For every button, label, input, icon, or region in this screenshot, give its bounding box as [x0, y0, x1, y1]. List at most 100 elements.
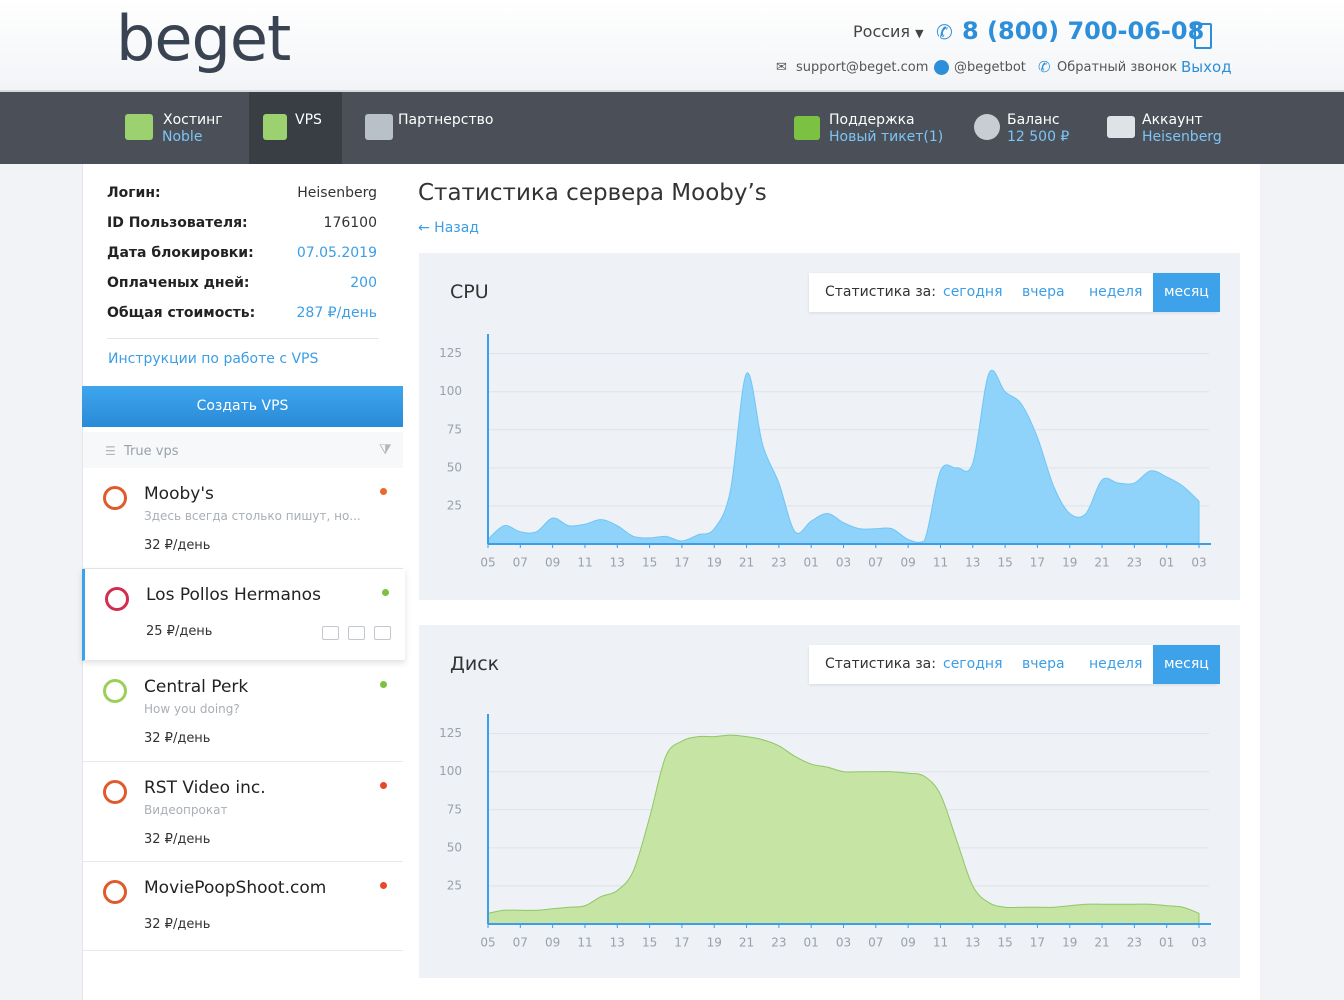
info-value: 200	[350, 275, 377, 291]
nav-title: Баланс	[1007, 112, 1060, 128]
server-card[interactable]: Mooby's Здесь всегда столько пишут, но...…	[83, 468, 403, 569]
period-option[interactable]: вчера	[1022, 656, 1065, 672]
x-tick-label: 17	[674, 556, 689, 570]
x-tick-label: 15	[997, 556, 1012, 570]
x-tick-label: 15	[642, 936, 657, 950]
period-option[interactable]: сегодня	[943, 284, 1003, 300]
y-tick-label: 125	[439, 726, 462, 740]
nav-subtitle: Heisenberg	[1142, 129, 1222, 145]
nav-vps[interactable]: VPS	[249, 92, 342, 164]
nav-balance[interactable]: Баланс 12 500 ₽	[972, 92, 1082, 164]
period-option[interactable]: месяц	[1153, 645, 1220, 684]
x-tick-label: 07	[513, 936, 528, 950]
filter-icon[interactable]: ⧩	[379, 442, 392, 458]
x-tick-label: 07	[868, 936, 883, 950]
os-icon	[103, 679, 127, 703]
nav-title: Аккаунт	[1142, 112, 1203, 128]
nav-title: Партнерство	[398, 112, 494, 128]
email[interactable]: support@beget.com	[796, 60, 929, 75]
area	[487, 734, 1200, 925]
y-tick-label: 25	[447, 498, 462, 512]
phone[interactable]: 8 (800) 700-06-08	[962, 17, 1205, 45]
settings-icon[interactable]	[374, 626, 391, 640]
region-select[interactable]: Россия ▼	[853, 22, 924, 41]
info-label: Логин:	[107, 185, 161, 201]
nav-bar: Хостинг Noble VPS Партнерство Поддержка …	[0, 92, 1344, 164]
nav-partner[interactable]: Партнерство	[362, 92, 502, 164]
x-tick-label: 07	[868, 556, 883, 570]
status-dot	[380, 882, 387, 889]
server-card[interactable]: Central Perk How you doing? 32 ₽/день	[83, 661, 403, 762]
x-tick-label: 21	[739, 556, 754, 570]
x-tick-label: 21	[739, 936, 754, 950]
logout[interactable]: Выход	[1181, 58, 1232, 76]
main: Статистика сервера Mooby’s ← Назад CPU Ст…	[403, 164, 1260, 1000]
x-tick-label: 23	[771, 936, 786, 950]
x-tick-label: 23	[771, 556, 786, 570]
filter-name[interactable]: True vps	[124, 444, 179, 459]
chart: 25 50 75 100 125 05 07 09 11 13 15 17 19 21 23 01 03 07 09…	[439, 334, 1211, 570]
telegram[interactable]: @begetbot	[954, 60, 1026, 75]
callback-icon: ✆	[1038, 58, 1051, 76]
info-label: Оплаченых дней:	[107, 275, 250, 291]
region: Россия	[853, 22, 911, 41]
create-vps-button[interactable]: Создать VPS	[82, 386, 403, 427]
server-description: Здесь всегда столько пишут, но...	[144, 509, 361, 523]
y-tick-label: 100	[439, 764, 462, 778]
x-tick-label: 21	[1094, 936, 1109, 950]
server-card[interactable]: RST Video inc. Видеопрокат 32 ₽/день	[83, 762, 403, 862]
os-icon	[103, 880, 127, 904]
server-card[interactable]: MoviePoopShoot.com 32 ₽/день	[83, 862, 403, 951]
server-description: How you doing?	[144, 702, 240, 716]
folder-icon[interactable]	[348, 626, 365, 640]
email-icon: ✉	[776, 60, 787, 75]
x-tick-label: 13	[610, 556, 625, 570]
status-dot	[382, 589, 389, 596]
telegram-icon	[934, 60, 949, 75]
server-price: 25 ₽/день	[146, 624, 213, 639]
server-name: MoviePoopShoot.com	[144, 878, 327, 898]
period-option[interactable]: сегодня	[943, 656, 1003, 672]
period-option[interactable]: вчера	[1022, 284, 1065, 300]
nav-title: VPS	[295, 112, 322, 128]
x-tick-label: 17	[1030, 936, 1045, 950]
nav-subtitle: 12 500 ₽	[1007, 129, 1070, 145]
period-option[interactable]: неделя	[1089, 656, 1143, 672]
y-tick-label: 125	[439, 346, 462, 360]
logout-icon[interactable]	[1194, 23, 1212, 49]
nav-title: Хостинг	[163, 112, 223, 128]
x-tick-label: 05	[480, 556, 495, 570]
server-description: Видеопрокат	[144, 803, 228, 817]
back-link[interactable]: ← Назад	[418, 220, 479, 236]
info-value: 07.05.2019	[296, 245, 377, 261]
server-card[interactable]: Los Pollos Hermanos 25 ₽/день	[82, 569, 405, 661]
period-filter: Статистика за: сегодня вчера неделя месяц	[809, 645, 1220, 684]
nav-hosting[interactable]: Хостинг Noble	[110, 92, 240, 164]
chart: 25 50 75 100 125 05 07 09 11 13 15 17 19 21 23 01 03 07 09…	[439, 714, 1211, 950]
nav-support[interactable]: Поддержка Новый тикет(1)	[792, 92, 952, 164]
list-icon: ☰	[105, 444, 116, 458]
server-name: Mooby's	[144, 484, 214, 504]
icon	[365, 114, 393, 140]
page-title: Статистика сервера Mooby’s	[418, 180, 767, 206]
info-row: Оплаченых дней: 200	[107, 275, 377, 291]
chart-title: Диск	[450, 653, 500, 675]
info-row: Общая стоимость: 287 ₽/день	[107, 305, 377, 321]
terminal-icon[interactable]	[322, 626, 339, 640]
icon	[974, 114, 1000, 140]
nav-account[interactable]: Аккаунт Heisenberg	[1105, 92, 1235, 164]
period-option[interactable]: месяц	[1153, 273, 1220, 312]
x-tick-label: 03	[836, 936, 851, 950]
x-tick-label: 01	[1159, 936, 1174, 950]
info-value: Heisenberg	[297, 185, 377, 201]
logo[interactable]: beget	[116, 2, 291, 75]
nav-subtitle: Noble	[162, 129, 203, 145]
x-tick-label: 03	[1191, 556, 1206, 570]
callback[interactable]: Обратный звонок	[1057, 60, 1178, 75]
info-value: 176100	[323, 215, 377, 231]
server-price: 32 ₽/день	[144, 731, 211, 746]
y-tick-label: 25	[447, 878, 462, 892]
instructions-link[interactable]: Инструкции по работе с VPS	[108, 351, 319, 367]
period-option[interactable]: неделя	[1089, 284, 1143, 300]
